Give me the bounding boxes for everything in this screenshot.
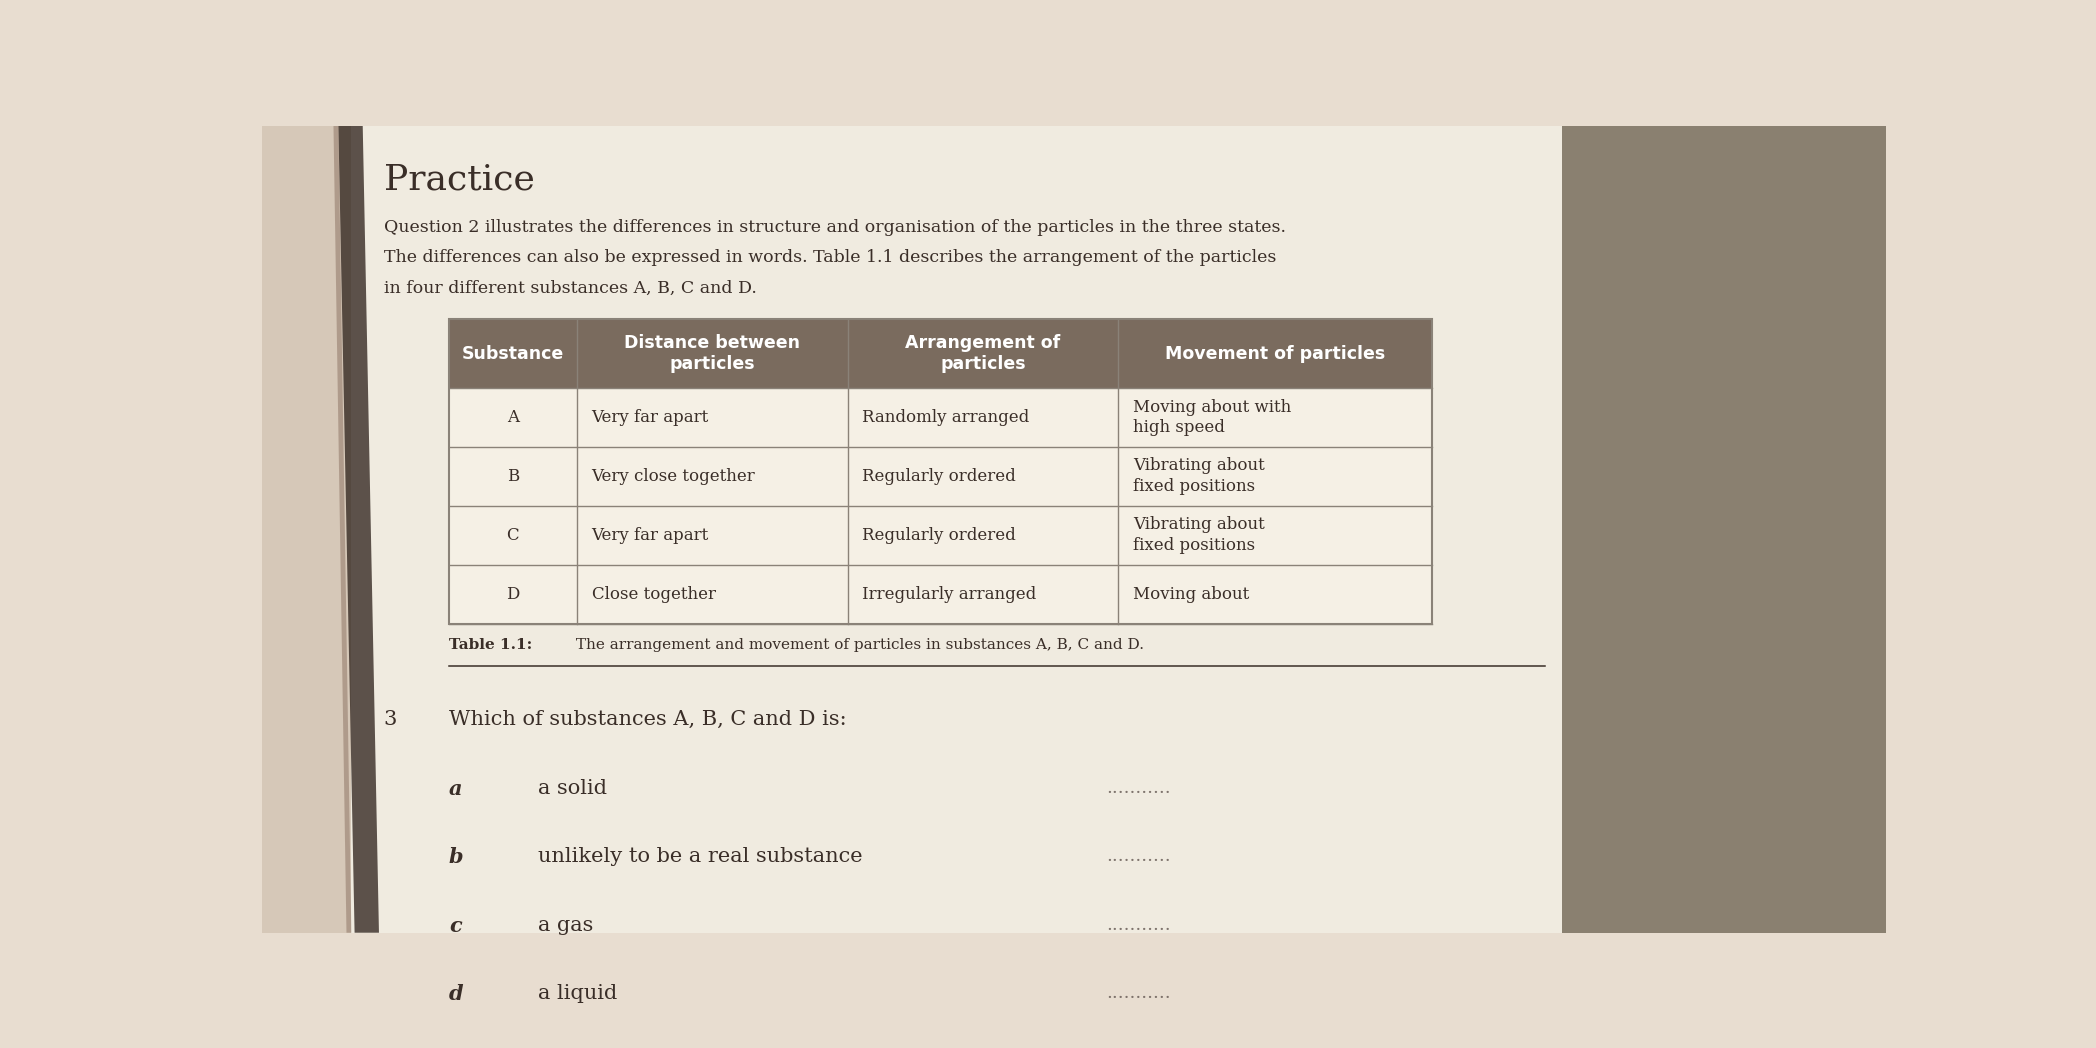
Text: d: d xyxy=(449,984,463,1004)
Text: Question 2 illustrates the differences in structure and organisation of the part: Question 2 illustrates the differences i… xyxy=(384,219,1285,236)
Bar xyxy=(1562,126,1886,933)
Text: Very close together: Very close together xyxy=(591,467,755,485)
Text: a gas: a gas xyxy=(539,916,593,935)
Polygon shape xyxy=(333,126,352,933)
Text: ...........: ........... xyxy=(1107,847,1172,866)
Text: in four different substances A, B, C and D.: in four different substances A, B, C and… xyxy=(384,280,757,297)
Text: Close together: Close together xyxy=(591,586,715,603)
Text: The arrangement and movement of particles in substances A, B, C and D.: The arrangement and movement of particle… xyxy=(570,638,1144,652)
Text: Movement of particles: Movement of particles xyxy=(1165,345,1385,363)
Bar xyxy=(449,320,1432,388)
Text: Regularly ordered: Regularly ordered xyxy=(861,527,1017,544)
Text: Vibrating about
fixed positions: Vibrating about fixed positions xyxy=(1132,517,1264,554)
Bar xyxy=(449,446,1432,506)
Bar xyxy=(449,506,1432,565)
Text: Substance: Substance xyxy=(461,345,564,363)
Text: unlikely to be a real substance: unlikely to be a real substance xyxy=(539,847,864,867)
Text: 3: 3 xyxy=(384,709,398,729)
Text: Moving about with
high speed: Moving about with high speed xyxy=(1132,398,1291,436)
Text: B: B xyxy=(507,467,520,485)
Text: ...........: ........... xyxy=(1107,916,1172,934)
Text: b: b xyxy=(449,847,463,867)
Text: Distance between
particles: Distance between particles xyxy=(625,334,801,373)
Bar xyxy=(449,320,1432,624)
Text: C: C xyxy=(507,527,520,544)
Text: Arrangement of
particles: Arrangement of particles xyxy=(905,334,1061,373)
Text: Very far apart: Very far apart xyxy=(591,409,708,425)
Text: Irregularly arranged: Irregularly arranged xyxy=(861,586,1038,603)
Text: a: a xyxy=(449,779,463,799)
Text: a liquid: a liquid xyxy=(539,984,618,1003)
Text: Practice: Practice xyxy=(384,162,534,196)
Bar xyxy=(262,126,352,933)
Polygon shape xyxy=(337,126,379,933)
Text: Regularly ordered: Regularly ordered xyxy=(861,467,1017,485)
Text: Vibrating about
fixed positions: Vibrating about fixed positions xyxy=(1132,457,1264,496)
Bar xyxy=(449,388,1432,446)
Text: Which of substances A, B, C and D is:: Which of substances A, B, C and D is: xyxy=(449,709,847,729)
Bar xyxy=(449,565,1432,624)
Text: a solid: a solid xyxy=(539,779,608,798)
Text: D: D xyxy=(507,586,520,603)
Text: ...........: ........... xyxy=(1107,984,1172,1002)
Text: Randomly arranged: Randomly arranged xyxy=(861,409,1029,425)
Bar xyxy=(352,126,1562,933)
Text: ...........: ........... xyxy=(1107,779,1172,796)
Text: A: A xyxy=(507,409,520,425)
Text: The differences can also be expressed in words. Table 1.1 describes the arrangem: The differences can also be expressed in… xyxy=(384,249,1276,266)
Text: c: c xyxy=(449,916,461,936)
Text: Very far apart: Very far apart xyxy=(591,527,708,544)
Text: Table 1.1:: Table 1.1: xyxy=(449,638,532,652)
Text: Moving about: Moving about xyxy=(1132,586,1249,603)
